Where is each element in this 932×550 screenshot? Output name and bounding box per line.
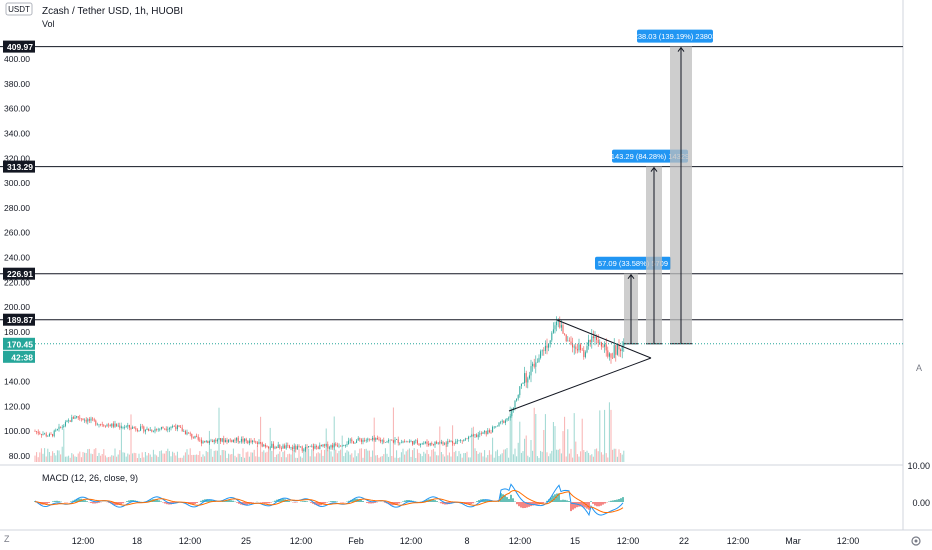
price-pane[interactable]: [0, 0, 903, 465]
time-tick: 12:00: [617, 536, 640, 546]
price-candles: [34, 316, 625, 453]
time-tick: 12:00: [727, 536, 750, 546]
price-tick: 400.00: [4, 54, 30, 64]
price-tick: 200.00: [4, 302, 30, 312]
currency-badge[interactable]: [5, 2, 33, 16]
price-axis[interactable]: [903, 0, 932, 550]
level-labels: 409.97 313.29 226.91 189.87 170.45 42:38: [3, 40, 35, 363]
price-tick: 80.00: [9, 451, 31, 461]
price-tick: 100.00: [4, 426, 30, 436]
price-tick: 140.00: [4, 377, 30, 387]
time-tick: 15: [570, 536, 580, 546]
price-tick: 340.00: [4, 128, 30, 138]
time-tick: 25: [241, 536, 251, 546]
axis-marker-bg: [3, 350, 35, 363]
macd-tick-10: 10.00: [907, 461, 930, 471]
price-tick: 240.00: [4, 253, 30, 263]
axis-marker-label: 226.91: [7, 269, 33, 279]
axis-marker-bg: [3, 160, 35, 173]
axis-marker-label: 409.97: [7, 42, 33, 52]
price-tick: 300.00: [4, 178, 30, 188]
volume-bars: [34, 402, 625, 462]
time-tick: Mar: [785, 536, 801, 546]
price-tick: 280.00: [4, 203, 30, 213]
axis-marker-label: 189.87: [7, 315, 33, 325]
price-tick: 120.00: [4, 401, 30, 411]
macd-signal-line: [34, 489, 624, 513]
macd-tick-0: 0.00: [912, 498, 930, 508]
log-scale-button[interactable]: Z: [4, 534, 10, 544]
triangle-pattern[interactable]: [508, 319, 652, 412]
time-tick: 18: [132, 536, 142, 546]
time-tick: 12:00: [179, 536, 202, 546]
price-tick: 180.00: [4, 327, 30, 337]
price-projections[interactable]: 57.09 (33.58%) 5709 143.29 (84.28%) 14329…: [595, 29, 717, 345]
price-tick: 260.00: [4, 228, 30, 238]
time-tick: 12:00: [290, 536, 313, 546]
horizontal-levels[interactable]: [0, 46, 903, 321]
macd-line: [34, 483, 624, 517]
time-axis[interactable]: 12:00 18 12:00 25 12:00 Feb 12:00 8 12:00 15 12:00…: [72, 536, 860, 546]
axis-marker-bg: [3, 313, 35, 326]
currency-badge-label: USDT: [8, 5, 30, 14]
price-tick: 320.00: [4, 153, 30, 163]
axis-marker-bg: [3, 337, 35, 350]
macd-legend: MACD (12, 26, close, 9): [42, 473, 138, 483]
gear-icon[interactable]: [911, 536, 921, 546]
axis-marker-bg: [3, 40, 35, 53]
axis-marker-label: 313.29: [7, 162, 33, 172]
time-tick: 12:00: [509, 536, 532, 546]
price-tick: 380.00: [4, 79, 30, 89]
price-tick: 360.00: [4, 104, 30, 114]
axis-marker-label: 170.45: [7, 339, 33, 349]
volume-legend: Vol: [42, 19, 55, 29]
time-tick: 12:00: [837, 536, 860, 546]
price-tick: 220.00: [4, 277, 30, 287]
projection-label-bg: [612, 149, 688, 163]
projection-label: 143.29 (84.28%) 14329: [611, 152, 689, 161]
axis-marker-bg: [3, 267, 35, 280]
projection-label-bg: [637, 29, 713, 43]
time-tick: 22: [679, 536, 689, 546]
projection-label: 57.09 (33.58%) 5709: [598, 259, 668, 268]
time-tick: Feb: [348, 536, 364, 546]
time-tick: 8: [464, 536, 469, 546]
symbol-title: Zcash / Tether USD, 1h, HUOBI: [42, 6, 183, 17]
axis-marker-label: 42:38: [11, 352, 33, 362]
time-tick: 12:00: [72, 536, 95, 546]
auto-scale-button[interactable]: A: [916, 363, 922, 373]
projection-label: 238.03 (139.19%) 23803: [634, 32, 717, 41]
time-tick: 12:00: [400, 536, 423, 546]
